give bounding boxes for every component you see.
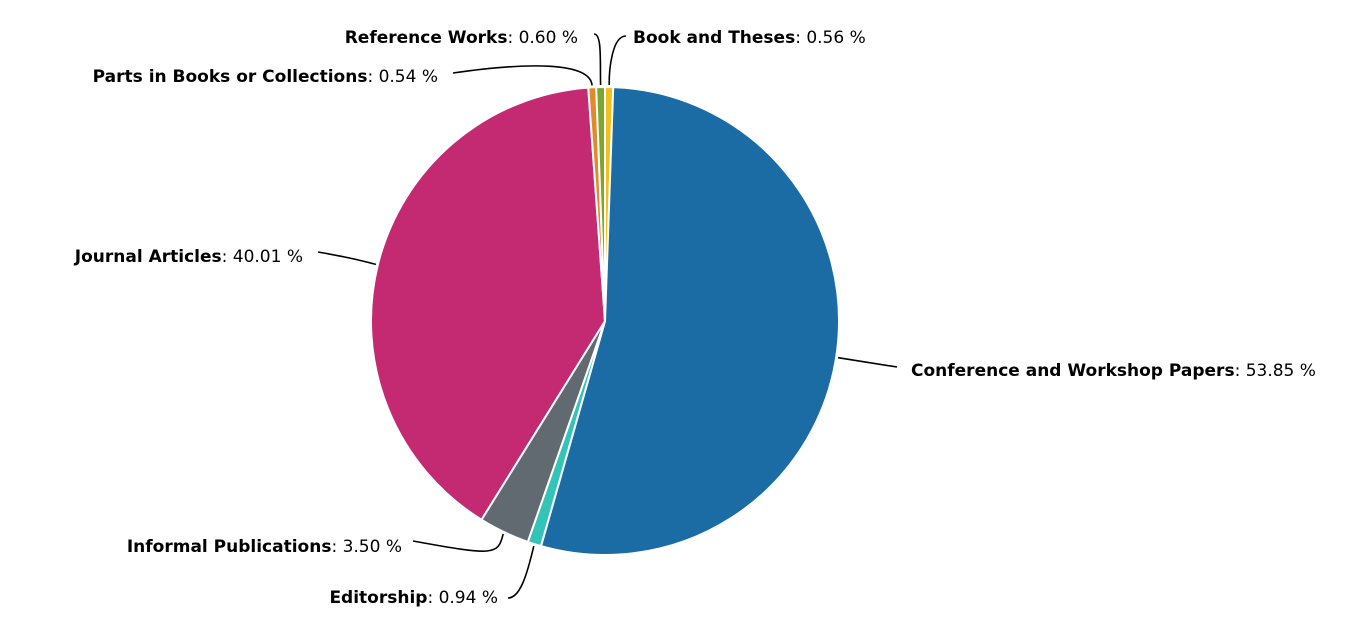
leader-line [608, 35, 627, 86]
slice-label: Book and Theses: 0.56 % [633, 28, 866, 48]
pie-slice-reference-works[interactable] [595, 86, 606, 322]
slice-label-value: : 53.85 % [1235, 361, 1316, 381]
leader-line [837, 356, 898, 368]
pie-slice-conference-and-workshop-papers[interactable] [539, 86, 840, 556]
slice-label-value: : 0.94 % [427, 588, 498, 608]
slice-label: Editorship: 0.94 % [329, 588, 498, 608]
slice-label: Conference and Workshop Papers: 53.85 % [911, 361, 1316, 381]
slice-label-category: Informal Publications [127, 537, 332, 557]
slice-label-value: : 0.56 % [795, 28, 866, 48]
leader-line [593, 33, 602, 86]
leader-line [452, 65, 593, 86]
slice-label-value: : 0.60 % [507, 28, 578, 48]
slice-label: Parts in Books or Collections: 0.54 % [93, 67, 438, 87]
leader-line [507, 545, 535, 599]
slice-label-category: Editorship [329, 588, 427, 608]
slice-label-value: : 0.54 % [367, 67, 438, 87]
slice-label: Informal Publications: 3.50 % [127, 537, 402, 557]
slice-label-category: Parts in Books or Collections [93, 67, 368, 87]
label-leader-lines [317, 33, 898, 599]
slice-label-category: Reference Works [345, 28, 508, 48]
pie-slices [369, 85, 840, 556]
leader-line [317, 251, 377, 266]
slice-label-category: Conference and Workshop Papers [911, 361, 1235, 381]
slice-label: Journal Articles: 40.01 % [74, 247, 303, 267]
leader-line [412, 533, 504, 552]
slice-label-category: Book and Theses [633, 28, 795, 48]
pie-slice-journal-articles[interactable] [369, 86, 606, 521]
slice-label: Reference Works: 0.60 % [345, 28, 578, 48]
slice-label-value: : 3.50 % [331, 537, 402, 557]
slice-label-category: Journal Articles [74, 247, 222, 267]
slice-labels: Book and Theses: 0.56 % Conference and Wo… [74, 28, 1316, 608]
slice-label-value: : 40.01 % [222, 247, 303, 267]
